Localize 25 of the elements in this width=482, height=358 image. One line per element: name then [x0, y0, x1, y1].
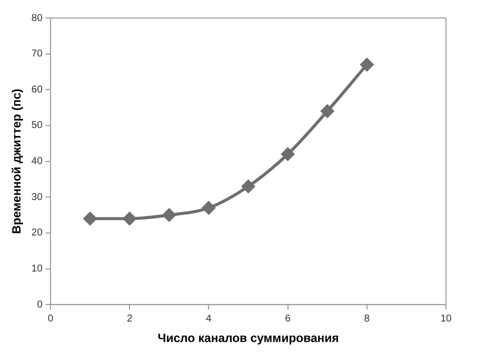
y-tick-label: 20: [31, 228, 43, 239]
point: [360, 58, 374, 72]
point: [320, 104, 334, 118]
x-tick-label: 0: [48, 313, 54, 324]
y-tick-label: 0: [36, 299, 43, 310]
point: [281, 148, 294, 161]
point: [123, 212, 136, 226]
y-tick-label: 30: [31, 192, 43, 203]
y-tick-label: 10: [31, 264, 43, 275]
point: [202, 201, 216, 214]
y-tick-label: 60: [31, 84, 43, 96]
x-tick-label: 2: [126, 313, 133, 324]
y-tick-label: 80: [31, 12, 43, 24]
point: [84, 212, 97, 226]
point: [162, 208, 176, 222]
y-tick-label: 50: [31, 120, 43, 132]
x-tick-label: 6: [285, 313, 292, 324]
y-axis-title: Временной джиттер (пс): [10, 88, 24, 234]
x-tick-label: 8: [364, 313, 370, 324]
y-tick-label: 40: [31, 156, 43, 168]
x-tick-label: 4: [206, 313, 212, 324]
x-tick-label: 10: [440, 313, 452, 324]
x-axis-title: Число каналов суммирования: [158, 331, 339, 346]
point: [242, 180, 255, 193]
y-tick-label: 70: [31, 48, 43, 60]
